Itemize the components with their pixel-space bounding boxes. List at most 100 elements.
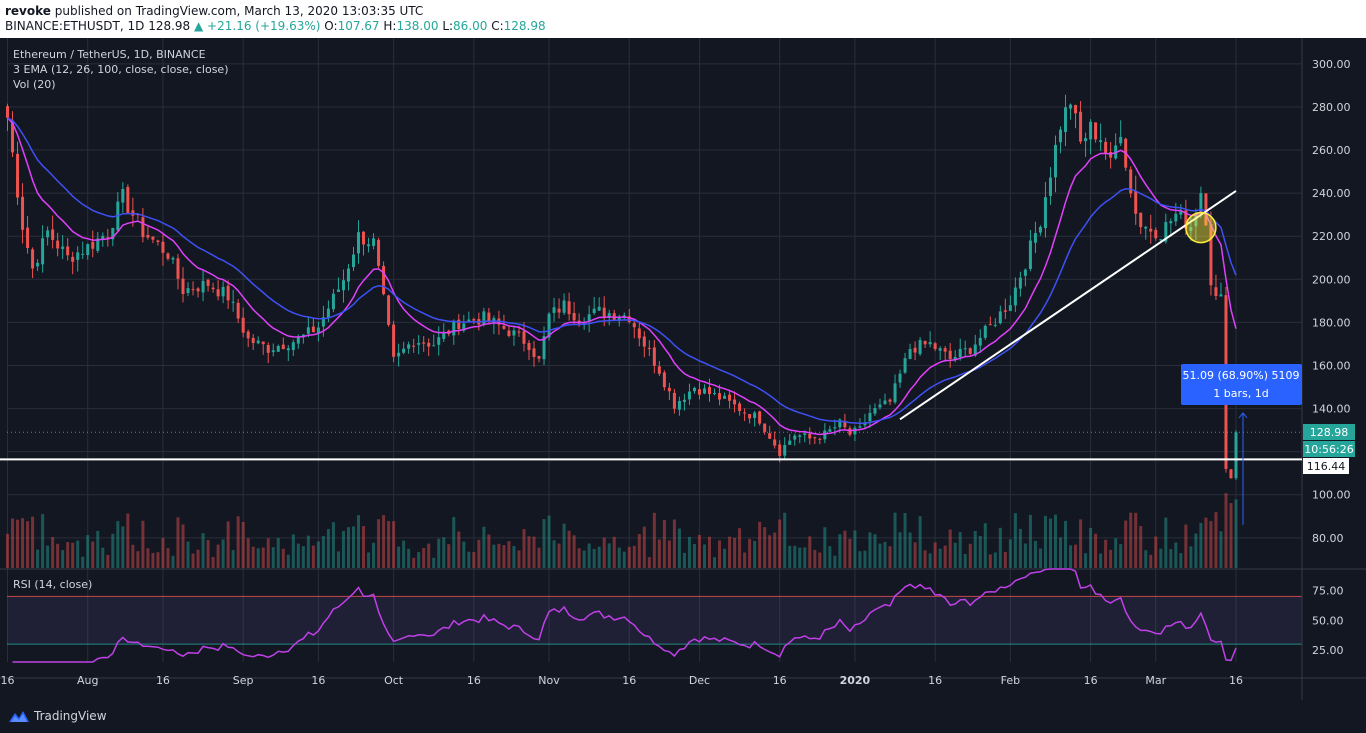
volume-bar	[76, 540, 80, 568]
volume-bar	[131, 544, 135, 568]
volume-bar	[963, 554, 967, 568]
volume-bar	[452, 517, 456, 568]
volume-bar	[462, 541, 466, 568]
volume-bar	[828, 546, 832, 568]
candle-body	[1089, 121, 1093, 140]
volume-bar	[1159, 548, 1163, 568]
volume-bar	[813, 549, 817, 568]
volume-bar	[1104, 539, 1108, 568]
volume-bar	[221, 539, 225, 568]
time-tick-label: Nov	[538, 674, 560, 687]
candle-body	[718, 393, 722, 400]
volume-bar	[873, 534, 877, 568]
volume-bar	[226, 521, 230, 568]
volume-bars	[6, 493, 1238, 568]
candle-body	[442, 332, 446, 339]
candle-body	[1164, 222, 1168, 242]
candle-body	[923, 340, 927, 345]
volume-bar	[788, 545, 792, 568]
rsi-band	[7, 596, 1302, 645]
candle-body	[748, 414, 752, 419]
candle-body	[1184, 210, 1188, 229]
candle-body	[397, 352, 401, 357]
volume-bar	[692, 543, 696, 568]
candle-body	[723, 395, 727, 399]
volume-bar	[1079, 519, 1083, 568]
volume-bar	[627, 546, 631, 568]
volume-bar	[823, 527, 827, 568]
candle-body	[131, 210, 135, 216]
candle-body	[823, 430, 827, 440]
candle-body	[1174, 213, 1178, 222]
volume-bar	[552, 540, 556, 568]
candle-body	[362, 231, 366, 245]
footer: TradingView	[0, 700, 1366, 733]
price-tick-label: 260.00	[1312, 144, 1351, 157]
candle-body	[261, 341, 265, 345]
volume-bar	[251, 546, 255, 568]
volume-bar	[878, 543, 882, 568]
volume-bar	[357, 515, 361, 568]
volume-bar	[206, 540, 210, 568]
volume-bar	[868, 532, 872, 568]
tradingview-brand[interactable]: TradingView	[8, 709, 107, 723]
candle-body	[266, 345, 270, 353]
volume-bar	[547, 515, 551, 568]
volume-bar	[151, 552, 155, 568]
candle-body	[241, 317, 245, 333]
volume-bar	[1144, 550, 1148, 568]
measure-box[interactable]: 51.09 (68.90%) 5109 1 bars, 1d	[1181, 364, 1302, 405]
volume-bar	[532, 536, 536, 568]
volume-bar	[1099, 553, 1103, 568]
volume-bar	[607, 543, 611, 568]
volume-bar	[863, 550, 867, 568]
volume-bar	[86, 535, 90, 568]
volume-bar	[1184, 524, 1188, 568]
time-axis[interactable]: 16 Aug 16 Sep 16 Oct 16 Nov 16 Dec 16 2020 16 Feb 16 Ma…	[0, 674, 1366, 687]
candle-body	[617, 317, 621, 321]
price-chart[interactable]: 80.00100.00120.00140.00160.00180.00200.0…	[0, 38, 1366, 700]
publisher-name[interactable]: revoke	[5, 4, 51, 18]
drawing-overlays[interactable]	[0, 190, 1302, 525]
volume-bar	[948, 529, 952, 568]
volume-bar	[783, 512, 787, 568]
rsi-line	[12, 568, 1237, 663]
volume-bar	[387, 521, 391, 568]
candle-body	[1069, 104, 1073, 109]
volume-bar	[181, 524, 185, 568]
high-value: 138.00	[396, 19, 439, 33]
candle-body	[377, 239, 381, 266]
volume-bar	[341, 530, 345, 568]
time-tick-label: Oct	[384, 674, 404, 687]
candle-body	[647, 347, 651, 349]
candle-body	[191, 289, 195, 291]
volume-bar	[537, 547, 541, 568]
candle-body	[507, 330, 511, 336]
candle-body	[933, 343, 937, 350]
volume-bar	[1074, 544, 1078, 568]
volume-bar	[111, 533, 115, 568]
candle-body	[1079, 111, 1083, 142]
candle-body	[587, 314, 591, 322]
candle-body	[828, 429, 832, 432]
volume-bar	[367, 552, 371, 568]
volume-bar	[1109, 549, 1113, 568]
candle-body	[357, 232, 361, 254]
volume-bar	[612, 536, 616, 568]
volume-bar	[708, 536, 712, 568]
candle-body	[1058, 129, 1063, 143]
volume-bar	[61, 550, 65, 568]
volume-bar	[753, 541, 757, 568]
volume-bar	[718, 540, 722, 568]
candle-body	[988, 324, 992, 326]
candle-body	[392, 324, 396, 357]
candle-body	[637, 328, 641, 339]
price-tick-label: 80.00	[1312, 532, 1344, 545]
candle-body	[672, 392, 676, 409]
volume-bar	[617, 547, 621, 568]
volume-bar	[21, 518, 25, 568]
candle-body	[1109, 151, 1113, 158]
candle-body	[713, 392, 717, 394]
candle-body	[487, 312, 491, 322]
volume-bar	[1013, 513, 1017, 568]
